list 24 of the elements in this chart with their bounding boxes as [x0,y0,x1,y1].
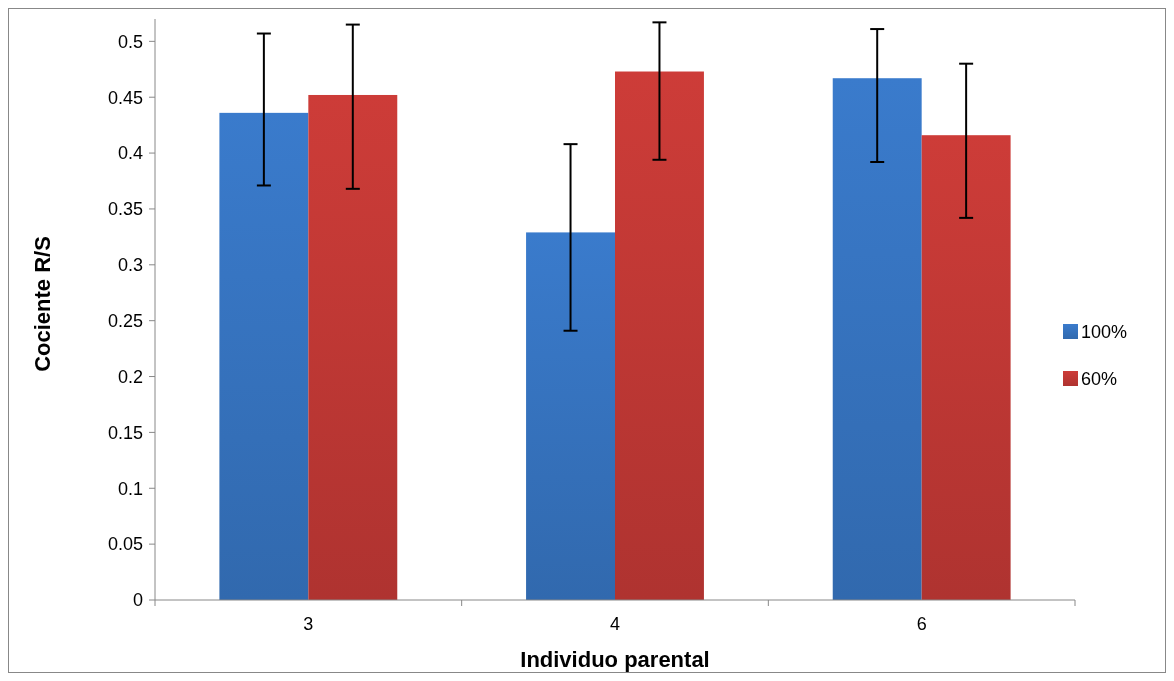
y-tick-label: 0.25 [107,310,143,331]
x-tick-label: 4 [609,614,621,634]
x-tick-label: 6 [916,614,927,634]
y-tick-label: 0.15 [107,422,143,443]
y-axis-title: Cociente R/S [30,236,55,372]
y-tick-label: 0.45 [107,87,143,108]
bar [832,78,922,600]
bar [219,112,309,600]
y-tick-label: 0.1 [117,478,143,499]
y-tick-label: 0.05 [107,534,143,555]
legend-label: 60% [1081,369,1118,390]
y-tick-label: 0.5 [117,31,143,52]
y-tick-label: 0.4 [117,143,143,164]
y-tick-label: 0.3 [117,255,143,276]
x-axis-title: Individuo parental [520,647,710,672]
bar [526,232,615,600]
x-tick-label: 3 [303,614,314,634]
y-tick-label: 0.35 [107,199,143,220]
bar [615,71,704,600]
bar [308,94,398,600]
bar [921,135,1011,600]
legend-label: 100% [1081,322,1128,343]
y-tick-label: 0 [132,590,143,611]
y-tick-label: 0.2 [117,366,143,387]
